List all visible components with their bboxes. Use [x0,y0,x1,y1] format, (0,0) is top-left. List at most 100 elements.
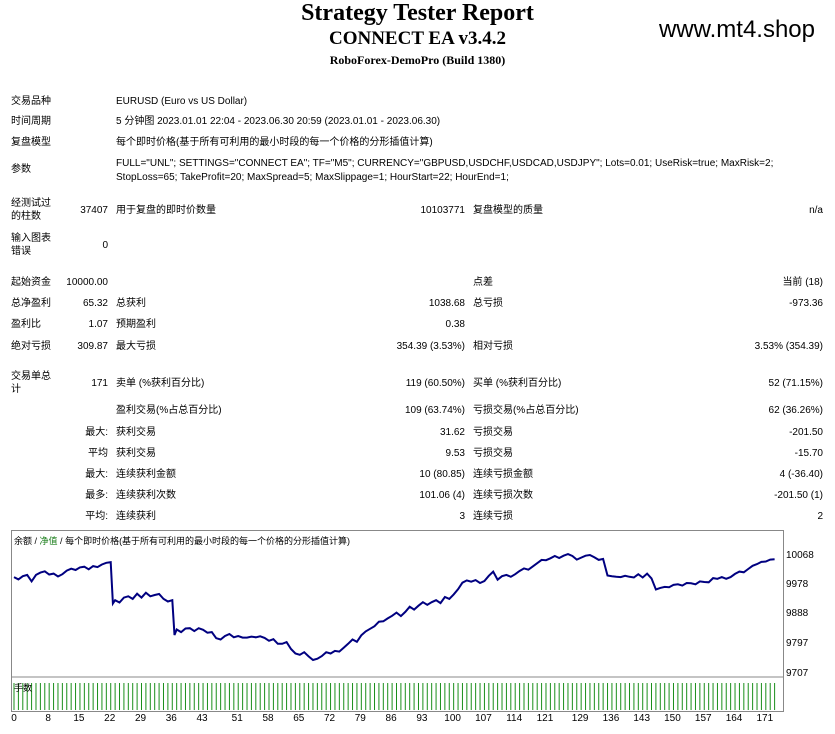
y-axis: 10068 9978 9888 9797 9707 [782,530,832,710]
ea-name: CONNECT EA v3.4.2 [328,28,506,49]
ticks-label: 用于复盘的即时价数量 [116,205,216,216]
loss-trades-value: 62 (36.26%) [768,405,823,416]
x-tick-label: 8 [45,713,51,724]
max-consecutive-loss-value: -201.50 (1) [774,490,823,501]
max-consecutive-loss-label: 连续亏损次数 [473,490,533,501]
volume-label: 手数 [14,683,33,693]
max-consecutive-profit-value: 101.06 (4) [419,490,465,501]
y-tick-label: 9707 [786,668,809,679]
x-tick-label: 72 [323,713,336,724]
avg-consecutive-losses-value: 2 [817,511,823,522]
y-tick-label: 9888 [786,608,809,620]
maximal-drawdown-label: 最大亏损 [116,341,156,352]
x-tick-label: 107 [475,713,492,724]
x-tick-label: 136 [602,713,620,724]
ticks-value: 10103771 [420,205,466,216]
gross-loss-value: -973.36 [789,298,823,309]
y-tick-label: 9978 [786,578,809,590]
x-tick-label: 93 [416,713,428,724]
x-tick-label: 143 [633,713,651,724]
avg-consecutive-wins-label: 连续获利 [116,511,156,522]
maximal-word: 最多: [85,490,108,501]
bars-value: 37407 [80,205,108,216]
symbol-label: 交易品种 [11,96,51,107]
profit-factor-label: 盈利比 [11,319,41,330]
legend-balance: 余额 [14,536,33,546]
legend-equity: 净值 [39,536,58,546]
largest-loss-label: 亏损交易 [473,427,513,438]
profit-trades-value: 109 (63.74%) [404,405,465,416]
params-line-1: FULL="UNL"; SETTINGS="CONNECT EA"; TF="M… [116,158,774,169]
expected-payoff-label: 预期盈利 [116,319,156,330]
x-tick-label: 79 [354,713,366,724]
x-tick-label: 164 [725,713,743,724]
largest-profit-value: 31.62 [439,427,465,438]
x-tick-label: 0 [11,713,17,724]
period-label: 时间周期 [11,116,51,127]
x-tick-label: 65 [293,713,305,724]
legend-model: 每个即时价格(基于所有可利用的最小时段的每一个价格的分形插值计算) [65,536,351,546]
report-title: Strategy Tester Report [301,0,534,26]
x-tick-label: 100 [444,713,461,724]
average-consecutive-word: 平均: [85,511,108,522]
absolute-drawdown-label: 绝对亏损 [11,341,51,352]
balance-chart-svg [12,553,783,710]
chart-legend: 余额 / 净值 / 每个即时价格(基于所有可利用的最小时段的每一个价格的分形插值… [14,534,350,547]
avg-consecutive-losses-label: 连续亏损 [473,511,513,522]
largest-word: 最大: [85,427,108,438]
average-profit-label: 获利交易 [116,448,156,459]
x-tick-label: 114 [506,713,523,724]
x-tick-label: 129 [571,713,589,724]
quality-label: 复盘模型的质量 [473,205,543,216]
x-tick-label: 51 [231,713,243,724]
x-axis: 0 8 15 22 29 36 43 51 58 65 72 79 86 93 100 107 114 121 12… [11,710,782,730]
spread-value: 当前 (18) [782,277,823,288]
x-tick-label: 29 [134,713,147,724]
site-watermark: www.mt4.shop [658,16,815,43]
balance-chart [11,530,784,712]
errors-label-2: 错误 [11,246,31,257]
x-tick-label: 86 [385,713,397,724]
legend-separator-1: / [32,536,40,546]
y-tick-label: 10068 [786,549,814,561]
short-positions-label: 卖单 (%获利百分比) [116,378,205,389]
average-loss-label: 亏损交易 [473,448,513,459]
x-tick-label: 36 [165,713,177,724]
deposit-value: 10000.00 [66,277,108,288]
bars-label-2: 的柱数 [11,211,41,222]
y-tick-label: 9797 [786,637,809,649]
x-tick-label: 150 [664,713,681,724]
max-consecutive-wins-label: 连续获利金额 [116,469,176,480]
maximum-word: 最大: [85,469,108,480]
total-trades-label-1: 交易单总 [11,371,51,382]
profit-factor-value: 1.07 [88,319,108,330]
params-line-2: StopLoss=65; TakeProfit=20; MaxSpread=5;… [116,172,509,183]
largest-profit-label: 获利交易 [116,427,156,438]
errors-label-1: 输入图表 [11,233,51,244]
model-label: 复盘模型 [11,137,51,148]
x-tick-label: 22 [104,713,116,724]
params-label: 参数 [11,164,31,175]
net-profit-value: 65.32 [82,298,108,309]
loss-trades-label: 亏损交易(%占总百分比) [473,405,579,416]
legend-separator-2: / [57,536,66,546]
errors-value: 0 [102,240,108,251]
x-tick-label: 43 [196,713,208,724]
quality-value: n/a [809,205,823,216]
max-consecutive-wins-value: 10 (80.85) [419,469,465,480]
profit-trades-label: 盈利交易(%占总百分比) [116,405,222,416]
short-positions-value: 119 (60.50%) [405,378,465,389]
average-profit-value: 9.53 [445,448,465,459]
maximal-drawdown-value: 354.39 (3.53%) [396,341,465,352]
gross-profit-label: 总获利 [116,298,146,309]
total-trades-value: 171 [91,378,108,389]
bars-label-1: 经测试过 [11,198,51,209]
model-value: 每个即时价格(基于所有可利用的最小时段的每一个价格的分形插值计算) [116,137,433,148]
x-tick-label: 121 [536,713,554,724]
absolute-drawdown-value: 309.87 [77,341,108,352]
server-build: RoboForex-DemoPro (Build 1380) [329,53,506,67]
max-consecutive-losses-value: 4 (-36.40) [779,469,823,480]
average-loss-value: -15.70 [794,448,823,459]
period-value: 5 分钟图 2023.01.01 22:04 - 2023.06.30 20:5… [116,116,441,127]
largest-loss-value: -201.50 [789,427,823,438]
